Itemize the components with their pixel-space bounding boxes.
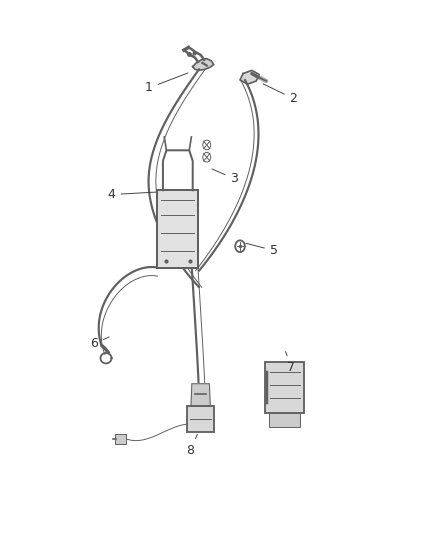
FancyBboxPatch shape <box>265 362 304 413</box>
FancyBboxPatch shape <box>187 406 214 432</box>
Text: 3: 3 <box>212 169 238 185</box>
Text: 8: 8 <box>187 434 198 457</box>
Text: 4: 4 <box>108 188 157 201</box>
Polygon shape <box>191 384 210 406</box>
Polygon shape <box>240 70 259 84</box>
Text: 6: 6 <box>90 337 109 350</box>
Text: 5: 5 <box>246 243 278 257</box>
FancyBboxPatch shape <box>269 413 300 427</box>
FancyBboxPatch shape <box>157 190 198 268</box>
Text: 7: 7 <box>286 352 295 374</box>
FancyBboxPatch shape <box>115 434 126 444</box>
Text: 1: 1 <box>145 73 188 94</box>
Text: 2: 2 <box>263 84 297 105</box>
Polygon shape <box>193 59 214 70</box>
